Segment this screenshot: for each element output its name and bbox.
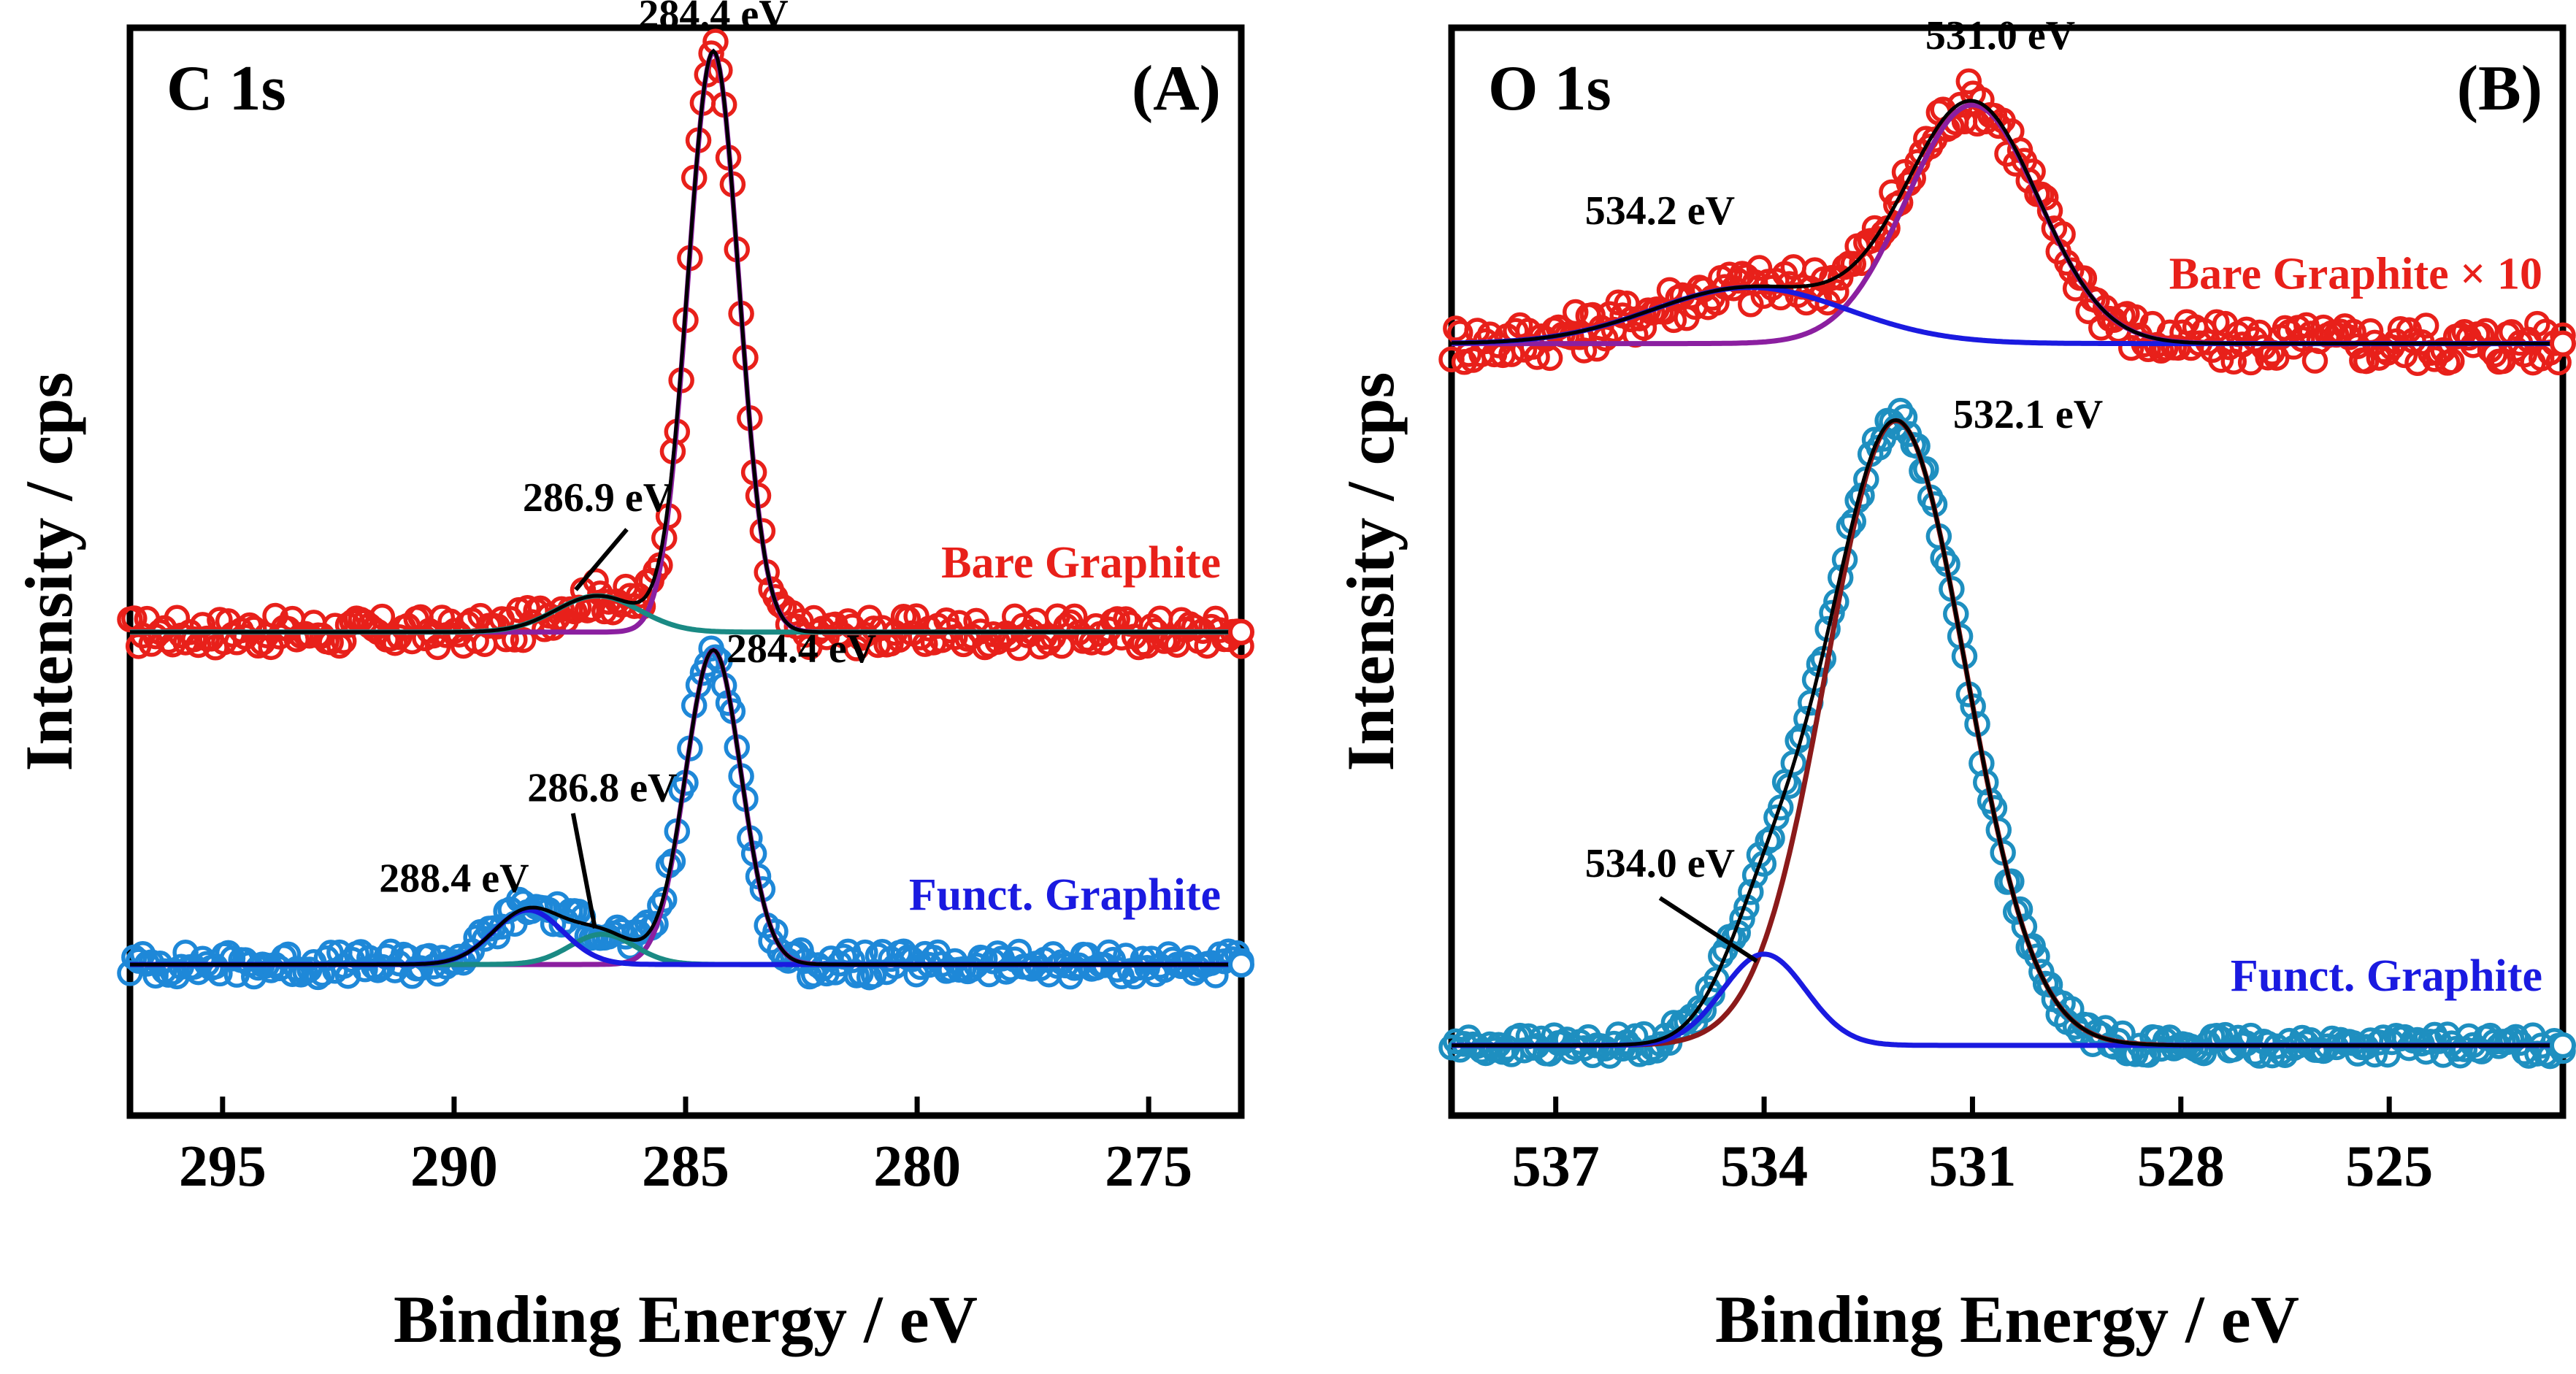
panel-title: C 1s	[166, 53, 286, 124]
data-point	[1566, 324, 1593, 350]
annotation-arrow	[1658, 896, 1758, 964]
y-axis-title: Intensity / cps	[1333, 372, 1408, 772]
data-point	[1536, 345, 1563, 372]
x-tick-label: 531	[1928, 1135, 2016, 1199]
data-point	[548, 911, 575, 938]
spectrum-bare-graphite: Bare Graphite 284.4 eV 286.9 eV	[117, 0, 1254, 661]
x-tick-label: 528	[2137, 1135, 2225, 1199]
data-point	[839, 947, 866, 973]
spectrum-funct-graphite: Funct. Graphite 532.1 eV 534.0 eV	[1438, 392, 2576, 1070]
envelope-fit-line	[1452, 418, 2563, 1048]
data-point	[2216, 334, 2243, 361]
spectrum-label: Funct. Graphite	[909, 870, 1221, 920]
data-point	[326, 632, 353, 659]
spectrum-bare-graphite-x10: Bare Graphite × 10 531.0 eV 534.2 eV	[1438, 13, 2576, 377]
data-point	[151, 958, 177, 984]
panel-title: O 1s	[1488, 53, 1611, 124]
spectrum-label: Bare Graphite × 10	[2169, 250, 2542, 299]
y-axis-title: Intensity / cps	[12, 372, 86, 772]
data-point	[813, 624, 840, 650]
peak-label: 284.4 eV	[638, 0, 788, 37]
data-point	[2028, 959, 2055, 985]
x-tick-label: 525	[2345, 1135, 2433, 1199]
data-point	[1985, 112, 2012, 139]
x-tick-label: 280	[873, 1135, 961, 1199]
panel-label: (B)	[2457, 53, 2542, 124]
peak-label: 534.0 eV	[1585, 841, 1735, 886]
data-point	[2255, 344, 2281, 371]
end-marker	[1228, 951, 1254, 978]
peak-label: 288.4 eV	[379, 856, 529, 902]
peak-label: 534.2 eV	[1585, 188, 1735, 234]
envelope-fit-line	[130, 648, 1241, 967]
end-marker	[2550, 1032, 2576, 1059]
data-point	[2412, 312, 2439, 339]
peak-label: 284.4 eV	[727, 626, 876, 672]
data-point	[1605, 289, 1632, 315]
data-point	[1767, 794, 1794, 821]
data-point	[2439, 348, 2465, 375]
peak-label: 286.9 eV	[523, 475, 672, 521]
data-point	[1061, 603, 1088, 630]
data-point	[164, 605, 191, 632]
x-tick-label: 537	[1512, 1135, 1600, 1199]
x-tick-label: 534	[1720, 1135, 1808, 1199]
envelope-fit-line	[1451, 99, 2563, 346]
end-marker	[1228, 618, 1254, 645]
data-point	[2246, 319, 2273, 346]
peak-label: 286.8 eV	[527, 766, 677, 811]
data-point	[548, 596, 575, 623]
panel-label: (A)	[1132, 53, 1221, 124]
data-point	[1563, 299, 1589, 326]
spectrum-label: Funct. Graphite	[2231, 951, 2542, 1001]
data-point	[1955, 68, 1982, 95]
x-tick-label: 275	[1105, 1135, 1192, 1199]
x-tick-label: 285	[642, 1135, 729, 1199]
spectrum-label: Bare Graphite	[941, 538, 1221, 588]
panel-b-o1s: 537 534 531 528 525 Binding Energy / eV Intens…	[1333, 13, 2576, 1356]
data-point	[1738, 879, 1764, 905]
end-marker	[2550, 330, 2576, 357]
spectrum-funct-graphite: Funct. Graphite 284.4 eV 286.8 eV 288.4 eV	[117, 626, 1254, 991]
x-tick-label: 290	[410, 1135, 498, 1199]
peak-label: 532.1 eV	[1953, 392, 2103, 437]
annotation-arrow	[574, 528, 629, 591]
peak-label: 531.0 eV	[1925, 13, 2075, 58]
envelope-fit-line	[130, 48, 1241, 634]
x-axis-title: Binding Energy / eV	[1715, 1282, 2299, 1356]
annotation-arrow	[570, 813, 597, 929]
data-point	[702, 644, 729, 670]
x-axis-title: Binding Energy / eV	[394, 1282, 978, 1356]
x-tick-label: 295	[179, 1135, 267, 1199]
data-point	[1823, 279, 1849, 305]
data-point	[1840, 250, 1867, 277]
plot-frame	[1448, 24, 2567, 1119]
panel-a-c1s: 295 290 285 280 275 Binding Energy / eV Intens…	[12, 0, 1254, 1356]
data-point	[2152, 335, 2179, 361]
data-point	[1571, 337, 1598, 364]
